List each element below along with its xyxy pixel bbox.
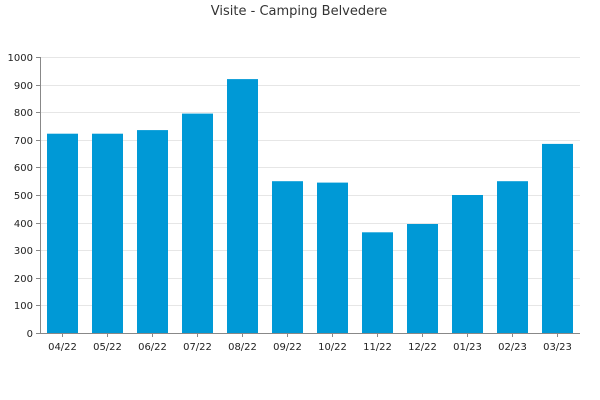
y-tick-label: 0 [27,329,33,340]
axes [40,57,580,334]
y-tick-label: 400 [14,219,33,230]
x-axis-ticks: 04/22 05/22 06/22 07/22 08/22 09/22 10/22 11/22… [48,333,572,353]
x-tick-label: 10/22 [318,342,347,353]
x-tick-label: 03/23 [543,342,572,353]
y-tick-label: 600 [14,163,33,174]
bar [497,181,528,333]
bar [317,182,348,333]
bar [272,181,303,333]
x-tick-label: 12/22 [408,342,437,353]
bar [407,224,438,333]
x-tick-label: 05/22 [93,342,122,353]
bar [227,79,258,333]
chart-title: Visite - Camping Belvedere [211,4,387,19]
y-tick-label: 1000 [8,53,33,64]
x-tick-label: 08/22 [228,342,257,353]
x-tick-label: 01/23 [453,342,482,353]
y-axis-ticks: 0 100 200 300 400 500 600 700 800 900 1000 [8,53,40,340]
x-tick-label: 04/22 [48,342,77,353]
y-tick-label: 800 [14,108,33,119]
y-tick-label: 200 [14,274,33,285]
gridlines [40,57,580,306]
y-tick-label: 100 [14,301,33,312]
bar [452,195,483,333]
bar [362,232,393,333]
bar [92,133,123,333]
bar [47,133,78,333]
y-tick-label: 900 [14,81,33,92]
bar [182,113,213,333]
bar [137,130,168,333]
bars [47,79,573,333]
x-tick-label: 02/23 [498,342,527,353]
x-tick-label: 07/22 [183,342,212,353]
y-tick-label: 300 [14,246,33,257]
x-tick-label: 06/22 [138,342,167,353]
x-tick-label: 09/22 [273,342,302,353]
bar [542,143,573,333]
y-tick-label: 500 [14,191,33,202]
x-tick-label: 11/22 [363,342,392,353]
y-tick-label: 700 [14,136,33,147]
